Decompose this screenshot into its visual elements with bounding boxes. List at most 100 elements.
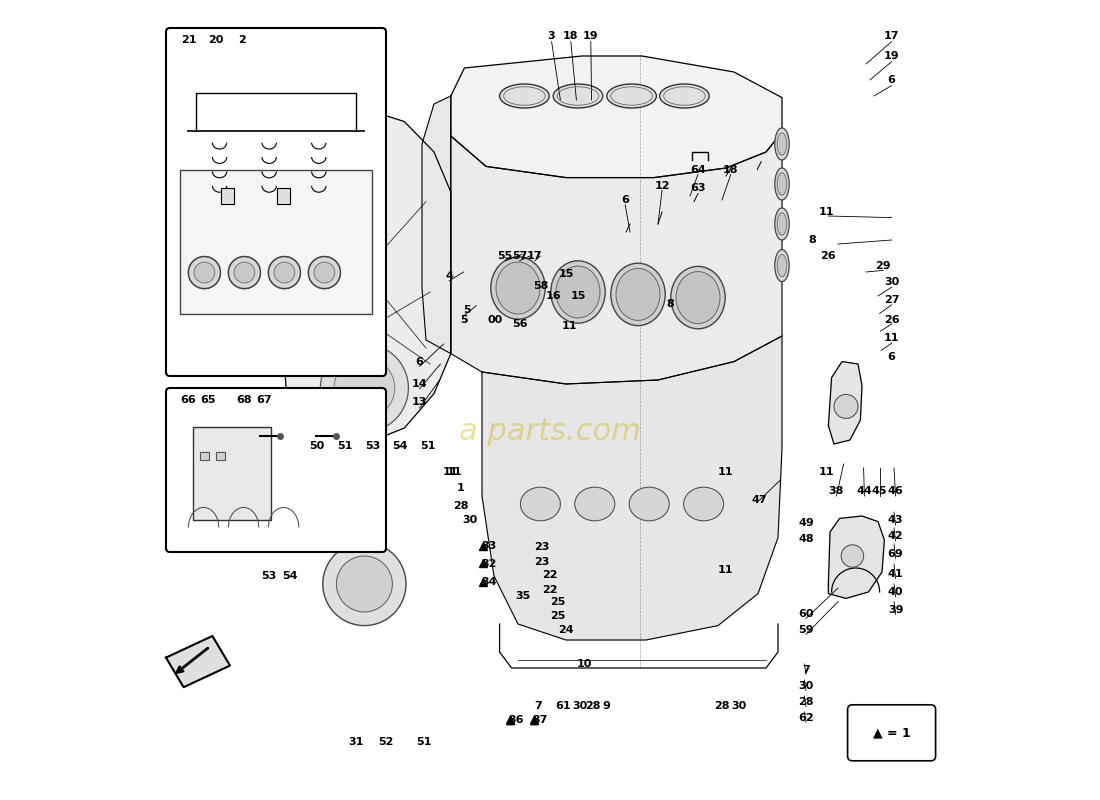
Text: 53: 53 xyxy=(365,441,380,450)
Circle shape xyxy=(268,257,300,289)
Ellipse shape xyxy=(607,84,657,108)
Text: 56: 56 xyxy=(512,319,527,329)
Circle shape xyxy=(314,262,334,283)
Text: 53: 53 xyxy=(261,571,276,581)
Polygon shape xyxy=(422,96,451,354)
Text: 65: 65 xyxy=(200,395,216,405)
Text: 00: 00 xyxy=(487,315,503,325)
Text: 14: 14 xyxy=(411,379,428,389)
Ellipse shape xyxy=(520,487,560,521)
Text: 6: 6 xyxy=(888,352,895,362)
Circle shape xyxy=(194,262,214,283)
Text: 61: 61 xyxy=(556,702,571,711)
Ellipse shape xyxy=(778,173,786,195)
Ellipse shape xyxy=(671,266,725,329)
Text: 27: 27 xyxy=(884,295,900,305)
Text: 17: 17 xyxy=(527,251,542,261)
Text: 67: 67 xyxy=(256,395,272,405)
Circle shape xyxy=(842,545,864,567)
Text: 31: 31 xyxy=(349,738,364,747)
Text: 54: 54 xyxy=(392,441,407,450)
Text: 23: 23 xyxy=(535,557,550,566)
FancyBboxPatch shape xyxy=(221,187,234,203)
Text: 26: 26 xyxy=(883,315,900,325)
Ellipse shape xyxy=(551,261,605,323)
Ellipse shape xyxy=(778,133,786,155)
Text: 2: 2 xyxy=(238,35,246,45)
Text: 19: 19 xyxy=(883,51,900,61)
Text: 29: 29 xyxy=(874,261,891,270)
Text: ▲ = 1: ▲ = 1 xyxy=(872,726,911,739)
Text: 20: 20 xyxy=(208,35,223,45)
Text: 21: 21 xyxy=(180,35,196,45)
Text: 55: 55 xyxy=(497,251,513,261)
Text: 11: 11 xyxy=(818,467,834,477)
Text: 37: 37 xyxy=(532,715,548,725)
Text: 46: 46 xyxy=(888,486,903,496)
Ellipse shape xyxy=(616,268,660,320)
Polygon shape xyxy=(166,636,230,687)
Text: 11: 11 xyxy=(717,467,733,477)
Text: 64: 64 xyxy=(690,165,706,174)
Text: 58: 58 xyxy=(534,281,549,290)
Bar xyxy=(179,170,373,314)
Ellipse shape xyxy=(575,487,615,521)
Bar xyxy=(199,452,209,460)
Text: 63: 63 xyxy=(691,183,706,193)
Text: 30: 30 xyxy=(732,702,747,711)
Text: 40: 40 xyxy=(888,587,903,597)
Text: 26: 26 xyxy=(821,251,836,261)
Ellipse shape xyxy=(660,84,710,108)
Polygon shape xyxy=(828,362,862,444)
Circle shape xyxy=(322,542,406,626)
Polygon shape xyxy=(282,108,451,444)
Ellipse shape xyxy=(683,487,724,521)
Circle shape xyxy=(188,257,220,289)
Text: 15: 15 xyxy=(570,291,585,301)
Text: 32: 32 xyxy=(482,559,497,569)
Ellipse shape xyxy=(610,263,665,326)
Text: 16: 16 xyxy=(546,291,561,301)
Text: 22: 22 xyxy=(542,585,558,594)
Ellipse shape xyxy=(774,208,789,240)
Text: 28: 28 xyxy=(714,702,729,711)
Text: 42: 42 xyxy=(888,531,903,541)
Text: 39: 39 xyxy=(888,605,903,614)
Text: 51: 51 xyxy=(416,738,431,747)
Ellipse shape xyxy=(629,487,669,521)
Text: 25: 25 xyxy=(550,611,565,621)
Circle shape xyxy=(337,556,393,612)
Text: 50: 50 xyxy=(309,441,324,450)
Text: 17: 17 xyxy=(884,31,900,41)
Text: 23: 23 xyxy=(535,542,550,552)
Ellipse shape xyxy=(774,250,789,282)
Ellipse shape xyxy=(556,266,600,318)
Text: 59: 59 xyxy=(799,625,814,634)
Text: 8: 8 xyxy=(667,299,674,309)
Circle shape xyxy=(834,394,858,418)
Text: 5: 5 xyxy=(463,306,471,315)
Ellipse shape xyxy=(774,128,789,160)
Text: 6: 6 xyxy=(621,195,629,205)
Circle shape xyxy=(234,262,255,283)
FancyBboxPatch shape xyxy=(166,28,386,376)
Text: 34: 34 xyxy=(482,578,497,587)
Circle shape xyxy=(308,257,340,289)
Text: 28: 28 xyxy=(453,502,469,511)
Ellipse shape xyxy=(491,257,546,319)
Text: 7: 7 xyxy=(535,702,542,711)
Circle shape xyxy=(268,257,300,289)
Text: 4: 4 xyxy=(446,271,453,281)
Bar xyxy=(216,452,225,460)
Text: 6: 6 xyxy=(416,357,424,366)
Ellipse shape xyxy=(774,168,789,200)
Text: a parts.com: a parts.com xyxy=(459,418,641,446)
Text: 18: 18 xyxy=(723,165,738,174)
Text: 45: 45 xyxy=(872,486,888,496)
Ellipse shape xyxy=(496,262,540,314)
Text: 22: 22 xyxy=(542,570,558,580)
Text: 66: 66 xyxy=(180,395,196,405)
Circle shape xyxy=(229,257,261,289)
Text: 18: 18 xyxy=(563,31,579,41)
Text: 57: 57 xyxy=(512,251,527,261)
